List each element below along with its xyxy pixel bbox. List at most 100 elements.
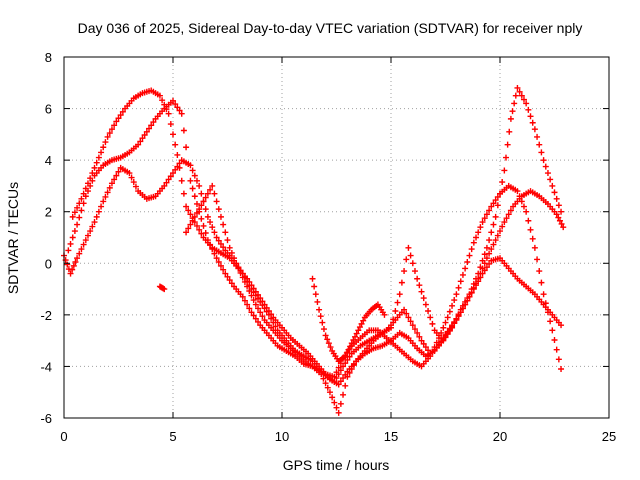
data-point [501,219,508,226]
data-point-interp [525,217,532,224]
data-point-interp [344,356,351,363]
data-point-interp [89,177,96,184]
data-point-interp [259,298,266,305]
data-point-interp [390,316,397,323]
data-point-interp [512,92,519,99]
data-point [165,110,172,117]
data-point-interp [220,266,227,273]
data-point-interp [146,125,153,132]
data-point-interp [76,214,83,221]
data-point [342,353,349,360]
data-point-interp [505,211,512,218]
data-point-interp [468,246,475,253]
data-point-interp [333,404,340,411]
data-point-interp [473,275,480,282]
data-point-interp [167,121,174,128]
data-point-interp [80,200,87,207]
data-point-interp [172,141,179,148]
data-point-interp [481,267,488,274]
data-point [449,324,456,331]
data-point-interp [468,286,475,293]
data-point-interp [440,324,447,331]
y-tick-label: -2 [40,308,52,323]
data-point-interp [226,277,233,284]
data-point-interp [534,133,541,140]
data-point-interp [483,211,490,218]
data-point-interp [320,375,327,382]
data-point-interp [542,300,549,307]
data-point [470,239,477,246]
data-point-interp [183,144,190,151]
data-point-interp [246,288,253,295]
data-point-interp [503,215,510,222]
data-point-interp [228,280,235,287]
data-point [479,219,486,226]
data-point-interp [259,313,266,320]
data-point-interp [536,141,543,148]
y-tick-label: 0 [45,256,52,271]
data-point-interp [200,222,207,229]
data-point-interp [215,237,222,244]
data-point-interp [449,302,456,309]
data-point [414,275,421,282]
data-point-interp [172,166,179,173]
data-point-interp [176,107,183,114]
data-point-interp [490,221,497,228]
data-point-interp [78,207,85,214]
data-point [95,154,102,161]
data-point-interp [337,400,344,407]
data-point-interp [407,318,414,325]
data-point-interp [128,174,135,181]
data-point-interp [509,108,516,115]
data-point-interp [490,200,497,207]
data-point-interp [536,268,543,275]
data-point-interp [239,274,246,281]
data-point [204,213,211,220]
data-point [82,237,89,244]
data-point-interp [252,315,259,322]
data-marks [61,84,567,416]
data-point-interp [319,319,326,326]
data-point-interp [433,339,440,346]
data-point-interp [241,278,248,285]
data-point-interp [220,221,227,228]
data-point-interp [312,291,319,298]
data-point-interp [84,188,91,195]
data-point-interp [425,347,432,354]
data-point-interp [244,301,251,308]
data-point [213,234,220,241]
data-point [135,141,142,148]
x-tick-label: 15 [384,429,398,444]
data-point [401,306,408,313]
data-point [558,366,565,373]
data-point-interp [350,336,357,343]
data-point [170,97,176,104]
data-point-interp [346,369,353,376]
data-point-interp [553,195,560,202]
data-point [457,306,464,313]
x-tick-label: 20 [493,429,507,444]
data-point-interp [470,280,477,287]
data-point-interp [401,268,408,275]
data-point-interp [335,364,342,371]
data-point-interp [507,207,514,214]
data-point-interp [398,279,405,286]
data-point-interp [180,190,187,197]
data-point [558,208,565,215]
data-point-interp [358,320,365,327]
data-point-interp [193,177,200,184]
data-point [222,270,229,277]
data-point [170,170,176,177]
data-point-interp [451,320,458,327]
data-point [335,409,342,416]
data-point [67,270,74,277]
data-point-interp [411,326,418,333]
data-point-interp [207,241,214,248]
data-point-interp [272,323,279,330]
data-point-interp [494,202,501,209]
data-point [78,195,85,202]
data-point-interp [409,260,416,267]
data-point [309,275,316,282]
data-point-interp [117,112,124,119]
